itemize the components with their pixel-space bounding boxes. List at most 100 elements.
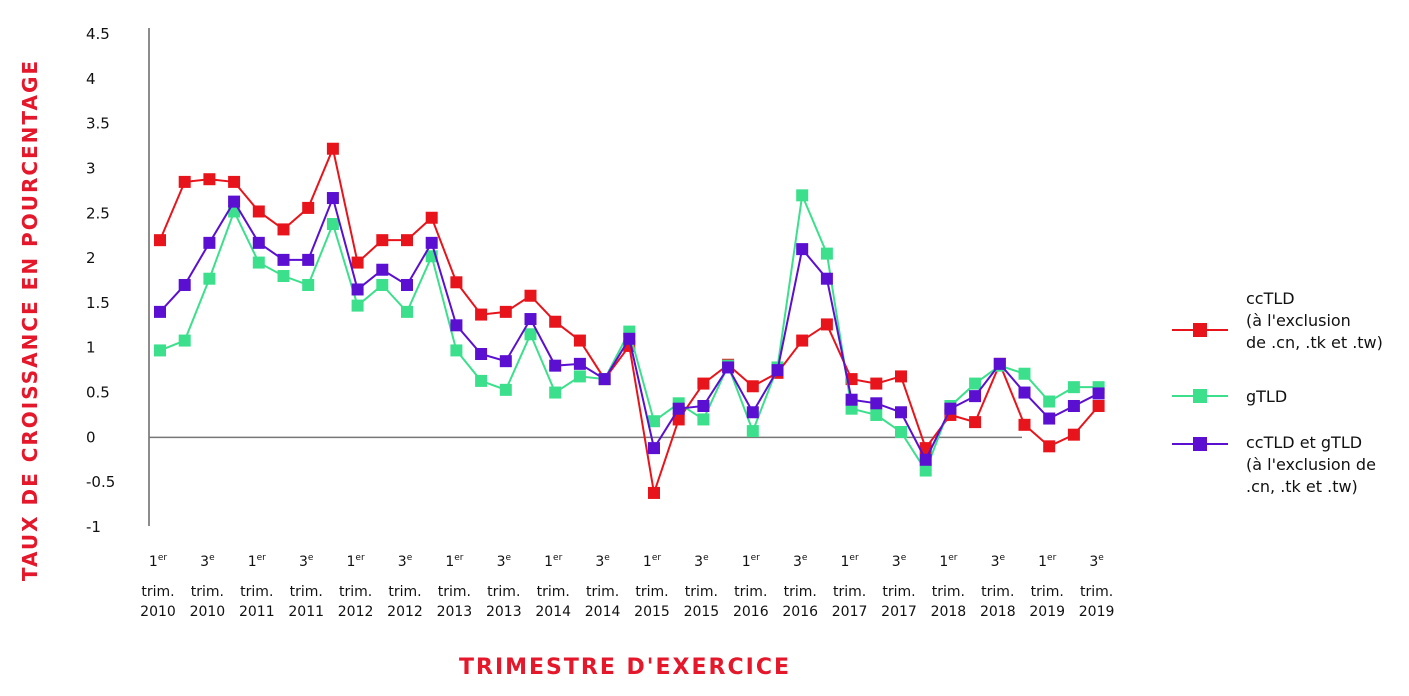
data-point-cctld bbox=[870, 377, 883, 390]
x-tick-label-year: 2013 bbox=[486, 604, 522, 620]
x-tick-label-trim: trim. bbox=[537, 584, 570, 600]
y-tick-label: 2.5 bbox=[86, 204, 110, 222]
legend-marker-gtld bbox=[1172, 388, 1228, 404]
data-point-cctld bbox=[450, 276, 463, 289]
data-point-gtld bbox=[376, 278, 389, 291]
x-tick-label-year: 2011 bbox=[239, 604, 275, 620]
data-point-combined bbox=[870, 397, 883, 410]
data-point-cctld bbox=[919, 442, 932, 455]
data-point-cctld bbox=[154, 234, 166, 247]
data-point-cctld bbox=[969, 416, 982, 429]
y-axis-title: TAUX DE CROISSANCE EN POURCENTAGE bbox=[18, 58, 42, 582]
data-point-combined bbox=[277, 253, 290, 266]
data-point-combined bbox=[722, 361, 735, 374]
y-tick-label: 3 bbox=[86, 159, 96, 177]
x-tick-label-year: 2018 bbox=[931, 604, 967, 620]
x-tick-label-trim: trim. bbox=[635, 584, 668, 600]
x-tick-label-ordinal: 3e bbox=[793, 553, 808, 570]
data-point-cctld bbox=[228, 175, 241, 188]
data-point-combined bbox=[351, 283, 364, 296]
legend-marker-cctld bbox=[1172, 322, 1228, 338]
data-point-gtld bbox=[499, 383, 512, 396]
x-tick-label-year: 2015 bbox=[634, 604, 670, 620]
data-point-gtld bbox=[302, 278, 315, 291]
data-point-combined bbox=[228, 195, 241, 208]
data-point-combined bbox=[845, 393, 858, 406]
x-tick-label-ordinal: 1er bbox=[939, 553, 957, 570]
x-tick-label-trim: trim. bbox=[438, 584, 471, 600]
y-tick-label: 2 bbox=[86, 249, 96, 267]
x-tick-label-trim: trim. bbox=[932, 584, 965, 600]
x-tick-label-trim: trim. bbox=[784, 584, 817, 600]
y-tick-label: 1.5 bbox=[86, 294, 110, 312]
x-tick-label-trim: trim. bbox=[685, 584, 718, 600]
data-point-cctld bbox=[178, 175, 191, 188]
x-tick-label-ordinal: 1er bbox=[1038, 553, 1056, 570]
legend-label-combined: ccTLD et gTLD (à l'exclusion de .cn, .tk… bbox=[1246, 433, 1376, 496]
data-point-gtld bbox=[1043, 395, 1056, 408]
y-tick-label: 0.5 bbox=[86, 384, 110, 402]
data-point-cctld bbox=[672, 413, 685, 426]
data-point-combined bbox=[1043, 412, 1056, 425]
x-axis-title: TRIMESTRE D'EXERCICE bbox=[459, 655, 791, 680]
data-point-combined bbox=[895, 406, 907, 419]
x-tick-label-year: 2010 bbox=[190, 604, 226, 620]
x-tick-label-trim: trim. bbox=[191, 584, 224, 600]
data-point-gtld bbox=[919, 464, 932, 477]
x-tick-label-ordinal: 1er bbox=[841, 553, 859, 570]
data-point-gtld bbox=[475, 374, 488, 387]
data-point-combined bbox=[203, 236, 216, 249]
x-tick-label-trim: trim. bbox=[240, 584, 273, 600]
x-tick-label-ordinal: 1er bbox=[347, 553, 365, 570]
x-tick-label-ordinal: 3e bbox=[991, 553, 1006, 570]
data-point-gtld bbox=[178, 334, 191, 347]
data-point-combined bbox=[746, 406, 759, 419]
x-tick-label-trim: trim. bbox=[1080, 584, 1113, 600]
x-tick-label-year: 2015 bbox=[684, 604, 720, 620]
x-tick-label-trim: trim. bbox=[734, 584, 767, 600]
x-tick-label-trim: trim. bbox=[981, 584, 1014, 600]
x-tick-label-year: 2017 bbox=[881, 604, 917, 620]
data-point-gtld bbox=[450, 344, 463, 357]
data-point-gtld bbox=[796, 189, 809, 202]
x-tick-label-trim: trim. bbox=[487, 584, 520, 600]
data-point-combined bbox=[1018, 386, 1031, 399]
y-tick-label: -0.5 bbox=[86, 473, 115, 491]
data-point-cctld bbox=[1092, 399, 1105, 412]
x-tick-label-trim: trim. bbox=[833, 584, 866, 600]
x-tick-label-trim: trim. bbox=[1031, 584, 1064, 600]
data-point-cctld bbox=[475, 308, 488, 321]
data-point-combined bbox=[252, 236, 265, 249]
x-tick-label-ordinal: 3e bbox=[299, 553, 314, 570]
x-tick-label-year: 2019 bbox=[1029, 604, 1065, 620]
data-point-combined bbox=[919, 453, 932, 466]
data-point-combined bbox=[672, 402, 685, 415]
data-point-gtld bbox=[870, 408, 883, 421]
data-point-cctld bbox=[796, 334, 809, 347]
data-point-gtld bbox=[573, 370, 586, 383]
data-point-gtld bbox=[648, 415, 660, 428]
data-point-cctld bbox=[302, 201, 315, 214]
x-tick-label-year: 2017 bbox=[832, 604, 868, 620]
data-point-cctld bbox=[1018, 418, 1031, 431]
data-point-combined bbox=[993, 357, 1006, 370]
data-point-combined bbox=[524, 313, 537, 326]
x-tick-label-year: 2019 bbox=[1079, 604, 1115, 620]
data-point-combined bbox=[450, 319, 463, 332]
data-point-combined bbox=[944, 402, 957, 415]
x-tick-label-ordinal: 3e bbox=[200, 553, 215, 570]
data-point-combined bbox=[771, 364, 784, 377]
data-point-gtld bbox=[549, 386, 562, 399]
data-point-gtld bbox=[326, 218, 339, 231]
x-tick-label-year: 2012 bbox=[338, 604, 374, 620]
y-tick-label: 3.5 bbox=[86, 115, 110, 133]
data-point-cctld bbox=[376, 234, 389, 247]
data-point-combined bbox=[796, 243, 809, 256]
data-point-gtld bbox=[1067, 381, 1080, 394]
x-tick-label-ordinal: 3e bbox=[398, 553, 413, 570]
data-point-gtld bbox=[524, 328, 537, 341]
y-tick-label: 4.5 bbox=[86, 25, 110, 43]
data-point-cctld bbox=[351, 256, 364, 269]
data-point-combined bbox=[499, 355, 512, 368]
